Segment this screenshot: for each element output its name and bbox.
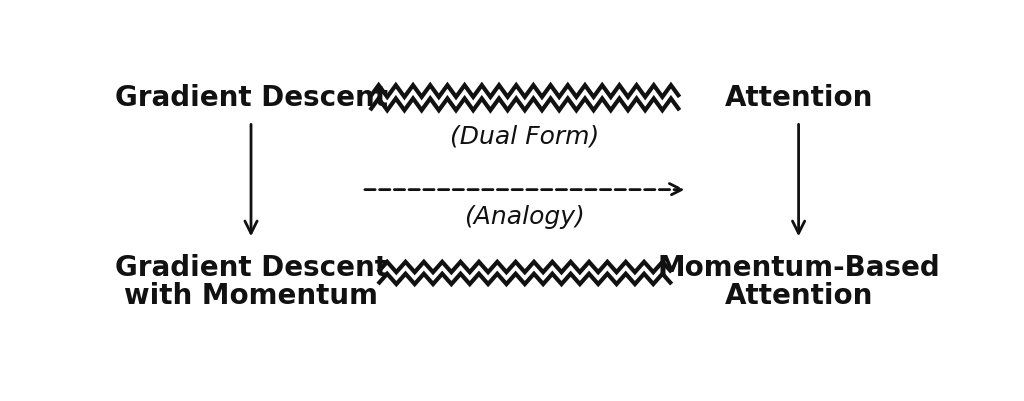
Text: (Analogy): (Analogy) xyxy=(465,205,585,229)
Text: Gradient Descent: Gradient Descent xyxy=(115,83,387,111)
Text: Attention: Attention xyxy=(724,83,872,111)
Text: Gradient Descent: Gradient Descent xyxy=(115,253,387,282)
Text: Momentum-Based: Momentum-Based xyxy=(657,253,940,282)
Text: (Dual Form): (Dual Form) xyxy=(451,124,599,148)
Text: with Momentum: with Momentum xyxy=(124,281,378,309)
Text: Attention: Attention xyxy=(724,281,872,309)
